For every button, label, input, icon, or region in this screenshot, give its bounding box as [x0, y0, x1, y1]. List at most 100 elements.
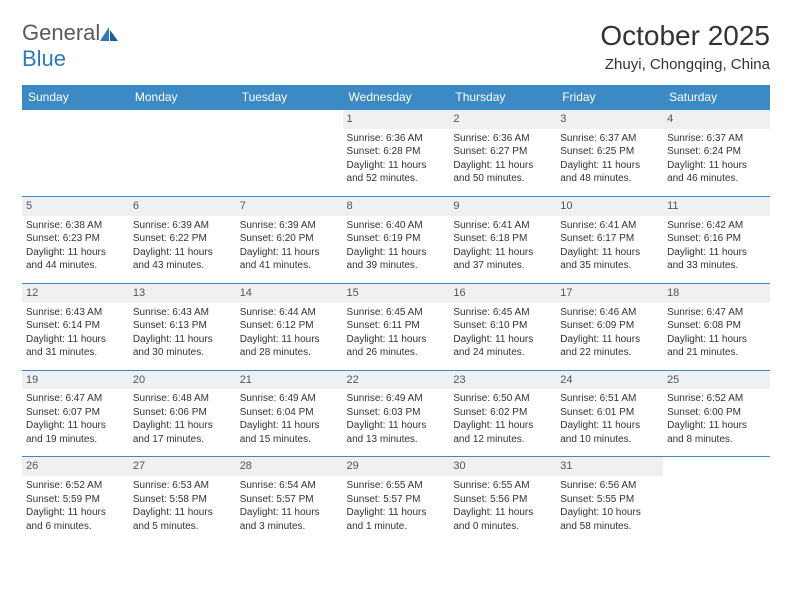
week-row: 5Sunrise: 6:38 AMSunset: 6:23 PMDaylight… — [22, 196, 770, 283]
sunrise-text: Sunrise: 6:41 AM — [453, 219, 552, 233]
day-number: 16 — [449, 284, 556, 303]
day-cell: 9Sunrise: 6:41 AMSunset: 6:18 PMDaylight… — [449, 196, 556, 283]
sunset-text: Sunset: 5:56 PM — [453, 493, 552, 507]
sunset-text: Sunset: 6:28 PM — [347, 145, 446, 159]
sunset-text: Sunset: 6:16 PM — [667, 232, 766, 246]
daylight-text: Daylight: 11 hours and 0 minutes. — [453, 506, 552, 533]
calendar-body: 1 Sunrise: 6:36 AMSunset: 6:28 PM Daylight… — [22, 110, 770, 544]
daylight-text: Daylight: 11 hours and 8 minutes. — [667, 419, 766, 446]
month-title: October 2025 — [600, 20, 770, 52]
day-header-mon: Monday — [129, 85, 236, 110]
day-number: 20 — [129, 371, 236, 390]
week-row: 19Sunrise: 6:47 AMSunset: 6:07 PMDayligh… — [22, 370, 770, 457]
day-number: 1 — [343, 110, 450, 129]
sunrise-text: Sunrise: 6:44 AM — [240, 306, 339, 320]
daylight-text: Daylight: 11 hours and 15 minutes. — [240, 419, 339, 446]
sunset-text: Sunset: 5:59 PM — [26, 493, 125, 507]
daylight-text: Daylight: 11 hours and 35 minutes. — [560, 246, 659, 273]
day-cell: 30Sunrise: 6:55 AMSunset: 5:56 PMDayligh… — [449, 457, 556, 543]
day-number: 14 — [236, 284, 343, 303]
sunrise-text: Sunrise: 6:37 AM — [560, 132, 659, 146]
daylight-text: Daylight: 11 hours and 17 minutes. — [133, 419, 232, 446]
sunrise-text: Sunrise: 6:36 AM — [347, 132, 446, 146]
sunset-text: Sunset: 6:25 PM — [560, 145, 659, 159]
sunset-text: Sunset: 6:24 PM — [667, 145, 766, 159]
daylight-text: Daylight: 11 hours and 6 minutes. — [26, 506, 125, 533]
day-cell: 15Sunrise: 6:45 AMSunset: 6:11 PMDayligh… — [343, 283, 450, 370]
sunset-text: Sunset: 6:19 PM — [347, 232, 446, 246]
daylight-text: Daylight: 11 hours and 46 minutes. — [667, 159, 766, 186]
sunrise-text: Sunrise: 6:47 AM — [667, 306, 766, 320]
day-number: 24 — [556, 371, 663, 390]
daylight-text: Daylight: 11 hours and 24 minutes. — [453, 333, 552, 360]
day-number: 10 — [556, 197, 663, 216]
day-number: 6 — [129, 197, 236, 216]
daylight-text: Daylight: 11 hours and 19 minutes. — [26, 419, 125, 446]
day-number: 3 — [556, 110, 663, 129]
day-cell: 5Sunrise: 6:38 AMSunset: 6:23 PMDaylight… — [22, 196, 129, 283]
day-cell: 31Sunrise: 6:56 AMSunset: 5:55 PMDayligh… — [556, 457, 663, 543]
header: General Blue October 2025 Zhuyi, Chongqi… — [22, 20, 770, 73]
sunrise-text: Sunrise: 6:47 AM — [26, 392, 125, 406]
day-cell — [129, 110, 236, 197]
day-header-sat: Saturday — [663, 85, 770, 110]
sunrise-text: Sunrise: 6:45 AM — [347, 306, 446, 320]
day-cell: 20Sunrise: 6:48 AMSunset: 6:06 PMDayligh… — [129, 370, 236, 457]
day-cell: 17Sunrise: 6:46 AMSunset: 6:09 PMDayligh… — [556, 283, 663, 370]
day-header-row: Sunday Monday Tuesday Wednesday Thursday… — [22, 85, 770, 110]
day-number: 13 — [129, 284, 236, 303]
day-cell: 29Sunrise: 6:55 AMSunset: 5:57 PMDayligh… — [343, 457, 450, 543]
day-number: 29 — [343, 457, 450, 476]
sunset-text: Sunset: 6:14 PM — [26, 319, 125, 333]
sunrise-text: Sunrise: 6:39 AM — [240, 219, 339, 233]
sunset-text: Sunset: 6:01 PM — [560, 406, 659, 420]
sunset-text: Sunset: 6:12 PM — [240, 319, 339, 333]
daylight-text: Daylight: 11 hours and 10 minutes. — [560, 419, 659, 446]
day-cell: 1Sunrise: 6:36 AMSunset: 6:28 PMDaylight… — [343, 110, 450, 197]
sunrise-text: Sunrise: 6:50 AM — [453, 392, 552, 406]
sunrise-text: Sunrise: 6:51 AM — [560, 392, 659, 406]
day-header-thu: Thursday — [449, 85, 556, 110]
daylight-text: Daylight: 11 hours and 28 minutes. — [240, 333, 339, 360]
day-cell: 8Sunrise: 6:40 AMSunset: 6:19 PMDaylight… — [343, 196, 450, 283]
sunrise-text: Sunrise: 6:56 AM — [560, 479, 659, 493]
day-number: 9 — [449, 197, 556, 216]
daylight-text: Daylight: 11 hours and 1 minute. — [347, 506, 446, 533]
week-row: 26Sunrise: 6:52 AMSunset: 5:59 PMDayligh… — [22, 457, 770, 543]
sunset-text: Sunset: 6:10 PM — [453, 319, 552, 333]
sunset-text: Sunset: 5:58 PM — [133, 493, 232, 507]
daylight-text: Daylight: 11 hours and 50 minutes. — [453, 159, 552, 186]
day-cell: 24 Sunrise: 6:51 AMSunset: 6:01 PMDayligh… — [556, 370, 663, 457]
sunrise-text: Sunrise: 6:46 AM — [560, 306, 659, 320]
sail-icon — [100, 27, 118, 41]
day-cell: 16Sunrise: 6:45 AMSunset: 6:10 PMDayligh… — [449, 283, 556, 370]
day-cell: 3 Sunrise: 6:37 AMSunset: 6:25 PMDaylight… — [556, 110, 663, 197]
daylight-text: Daylight: 11 hours and 48 minutes. — [560, 159, 659, 186]
day-cell: 7Sunrise: 6:39 AMSunset: 6:20 PMDaylight… — [236, 196, 343, 283]
sunset-text: Sunset: 6:27 PM — [453, 145, 552, 159]
day-number: 5 — [22, 197, 129, 216]
day-cell: 4 Sunrise: 6:37 AMSunset: 6:24 PMDaylight… — [663, 110, 770, 197]
day-cell — [236, 110, 343, 197]
daylight-text: Daylight: 11 hours and 5 minutes. — [133, 506, 232, 533]
day-cell: 6Sunrise: 6:39 AMSunset: 6:22 PMDaylight… — [129, 196, 236, 283]
sunrise-text: Sunrise: 6:37 AM — [667, 132, 766, 146]
day-number: 8 — [343, 197, 450, 216]
day-number: 15 — [343, 284, 450, 303]
sunrise-text: Sunrise: 6:40 AM — [347, 219, 446, 233]
day-cell: 22Sunrise: 6:49 AMSunset: 6:03 PMDayligh… — [343, 370, 450, 457]
sunrise-text: Sunrise: 6:38 AM — [26, 219, 125, 233]
sunset-text: Sunset: 6:07 PM — [26, 406, 125, 420]
sunset-text: Sunset: 6:20 PM — [240, 232, 339, 246]
day-number: 4 — [663, 110, 770, 129]
daylight-text: Daylight: 11 hours and 3 minutes. — [240, 506, 339, 533]
sunrise-text: Sunrise: 6:53 AM — [133, 479, 232, 493]
day-number: 18 — [663, 284, 770, 303]
daylight-text: Daylight: 11 hours and 13 minutes. — [347, 419, 446, 446]
sunrise-text: Sunrise: 6:43 AM — [26, 306, 125, 320]
daylight-text: Daylight: 11 hours and 22 minutes. — [560, 333, 659, 360]
day-cell: 26Sunrise: 6:52 AMSunset: 5:59 PMDayligh… — [22, 457, 129, 543]
day-cell: 10Sunrise: 6:41 AMSunset: 6:17 PMDayligh… — [556, 196, 663, 283]
day-number: 26 — [22, 457, 129, 476]
sunrise-text: Sunrise: 6:52 AM — [667, 392, 766, 406]
